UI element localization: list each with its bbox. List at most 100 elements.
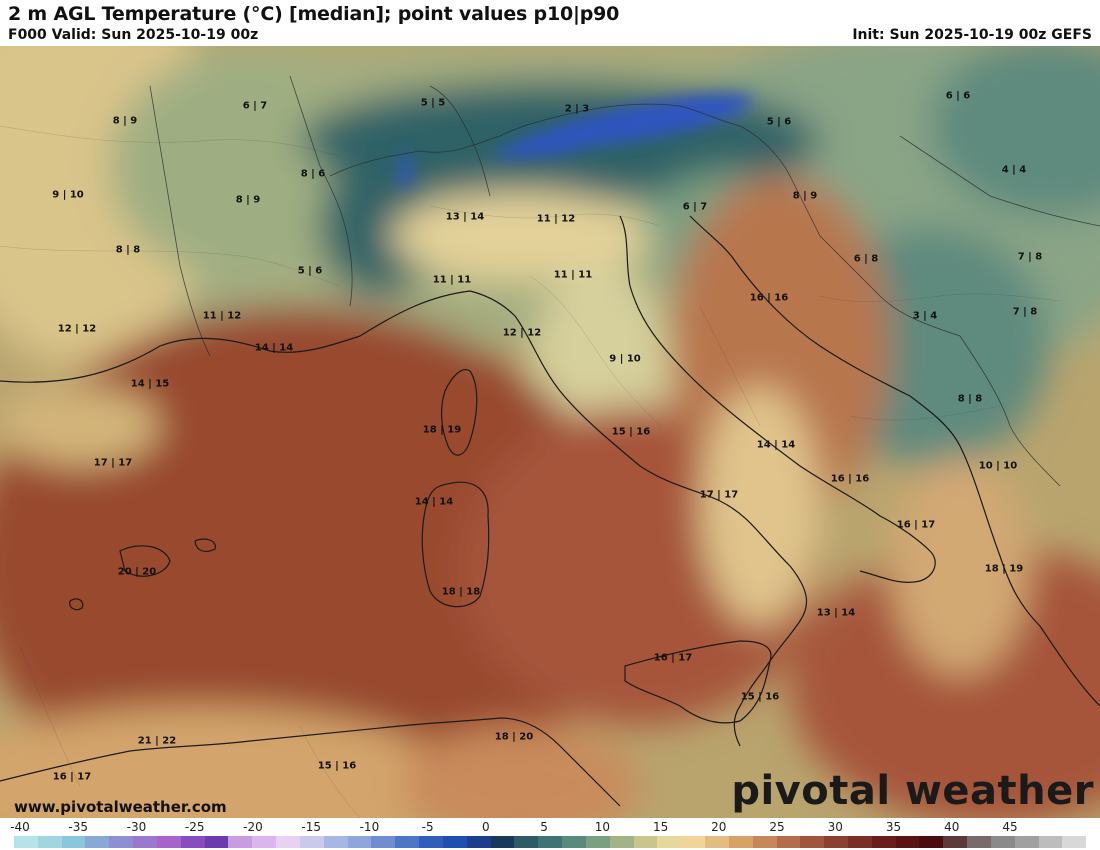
colorbar-segment — [514, 836, 539, 848]
colorbar-segment — [919, 836, 944, 848]
colorbar-segment — [490, 836, 515, 848]
colorbar-segment — [371, 836, 396, 848]
colorbar-segment — [990, 836, 1015, 848]
colorbar-segment — [61, 836, 86, 848]
point-value-label: 13 | 14 — [445, 211, 485, 223]
point-value-label: 16 | 17 — [653, 652, 693, 664]
point-value-label: 4 | 4 — [1001, 164, 1027, 176]
point-value-label: 15 | 16 — [611, 426, 651, 438]
colorbar-tick-label: 30 — [827, 820, 843, 834]
colorbar-tick-label: 25 — [769, 820, 785, 834]
point-value-label: 13 | 14 — [816, 607, 856, 619]
colorbar-segment — [204, 836, 229, 848]
point-value-label: 15 | 16 — [317, 760, 357, 772]
point-value-label: 6 | 6 — [945, 90, 971, 102]
colorbar-segment — [562, 836, 586, 848]
colorbar-segment — [347, 836, 372, 848]
point-value-label: 7 | 8 — [1012, 306, 1038, 318]
point-value-label: 14 | 14 — [254, 342, 294, 354]
point-value-label: 14 | 15 — [130, 378, 170, 390]
colorbar-segment — [943, 836, 968, 848]
point-value-label: 12 | 12 — [502, 327, 542, 339]
colorbar-segment — [85, 836, 110, 848]
point-value-label: 18 | 19 — [422, 424, 462, 436]
colorbar: -40 -35 -30 -25 -20 -15 -10 -5 0 5 10 15 20 25 30 35 40 4… — [0, 818, 1100, 850]
colorbar-tick-label: 45 — [1002, 820, 1018, 834]
point-value-label: 3 | 4 — [912, 310, 938, 322]
colorbar-segment — [728, 836, 753, 848]
colorbar-segment — [752, 836, 777, 848]
init-time: Init: Sun 2025-10-19 00z GEFS — [852, 27, 1092, 43]
point-value-label: 18 | 19 — [984, 563, 1024, 575]
colorbar-tick-label: -20 — [243, 820, 263, 834]
point-value-label: 14 | 14 — [756, 439, 796, 451]
point-value-label: 17 | 17 — [93, 457, 133, 469]
point-value-label: 14 | 14 — [414, 496, 454, 508]
colorbar-segment — [824, 836, 848, 848]
point-value-label: 9 | 10 — [609, 353, 641, 365]
colorbar-segment — [14, 836, 38, 848]
colorbar-segment — [871, 836, 896, 848]
valid-time: F000 Valid: Sun 2025-10-19 00z — [8, 27, 259, 43]
website-url[interactable]: www.pivotalweather.com — [14, 798, 227, 816]
point-value-label: 5 | 5 — [420, 97, 446, 109]
point-value-label: 5 | 6 — [766, 116, 792, 128]
colorbar-segment — [800, 836, 825, 848]
colorbar-tick-label: 40 — [944, 820, 960, 834]
colorbar-tick-label: 0 — [482, 820, 490, 834]
colorbar-tick-label: -15 — [301, 820, 321, 834]
map-graphic — [0, 46, 1100, 818]
point-value-label: 6 | 7 — [242, 100, 268, 112]
colorbar-segment — [466, 836, 491, 848]
colorbar-tick-label: 15 — [652, 820, 669, 834]
colorbar-scale — [14, 836, 1087, 848]
colorbar-segment — [156, 836, 181, 848]
colorbar-segment — [681, 836, 706, 848]
point-value-label: 8 | 9 — [235, 194, 261, 206]
map-header: 2 m AGL Temperature (°C) [median]; point… — [0, 0, 1100, 46]
point-value-label: 6 | 7 — [682, 201, 708, 213]
pivotal-weather-logo: pivotal weather — [731, 768, 1094, 814]
point-value-label: 18 | 18 — [441, 586, 481, 598]
colorbar-segment — [847, 836, 872, 848]
colorbar-tick-label: 5 — [540, 820, 548, 834]
colorbar-tick-label: 20 — [711, 820, 727, 834]
colorbar-tick-label: 35 — [885, 820, 902, 834]
colorbar-segment — [252, 836, 277, 848]
colorbar-segment — [109, 836, 134, 848]
colorbar-segment — [609, 836, 634, 848]
point-value-label: 15 | 16 — [740, 691, 780, 703]
colorbar-segment — [276, 836, 300, 848]
alps-cold-core — [399, 94, 753, 191]
colorbar-tick-label: -35 — [68, 820, 89, 834]
colorbar-segment — [133, 836, 157, 848]
point-value-label: 5 | 6 — [297, 265, 323, 277]
map-title: 2 m AGL Temperature (°C) [median]; point… — [8, 3, 620, 25]
colorbar-segment — [323, 836, 348, 848]
colorbar-segment — [299, 836, 324, 848]
point-value-label: 17 | 17 — [699, 489, 739, 501]
point-value-label: 12 | 12 — [57, 323, 97, 335]
point-value-label: 6 | 8 — [853, 253, 879, 265]
point-value-label: 2 | 3 — [564, 103, 590, 115]
point-value-label: 9 | 10 — [52, 189, 84, 201]
colorbar-segment — [633, 836, 658, 848]
point-value-label: 7 | 8 — [1017, 251, 1043, 263]
colorbar-segment — [895, 836, 920, 848]
point-value-label: 8 | 8 — [115, 244, 141, 256]
borders — [149, 75, 1100, 487]
colorbar-segment — [1014, 836, 1039, 848]
point-value-label: 16 | 16 — [749, 292, 789, 304]
temperature-map[interactable]: 6 | 7 5 | 5 2 | 3 5 | 6 6 | 6 8 | 9 4 | 4 8 | 6… — [0, 46, 1100, 818]
colorbar-segment — [585, 836, 610, 848]
point-value-label: 8 | 6 — [300, 168, 326, 180]
point-value-label: 8 | 9 — [112, 115, 138, 127]
colorbar-tick-label: -25 — [184, 820, 205, 834]
point-value-label: 16 | 16 — [830, 473, 870, 485]
colorbar-segment — [442, 836, 467, 848]
colorbar-tick-label: -40 — [10, 820, 30, 834]
coastlines — [0, 215, 1100, 807]
colorbar-segment — [1038, 836, 1063, 848]
point-value-label: 10 | 10 — [978, 460, 1018, 472]
point-value-label: 11 | 11 — [432, 274, 472, 286]
